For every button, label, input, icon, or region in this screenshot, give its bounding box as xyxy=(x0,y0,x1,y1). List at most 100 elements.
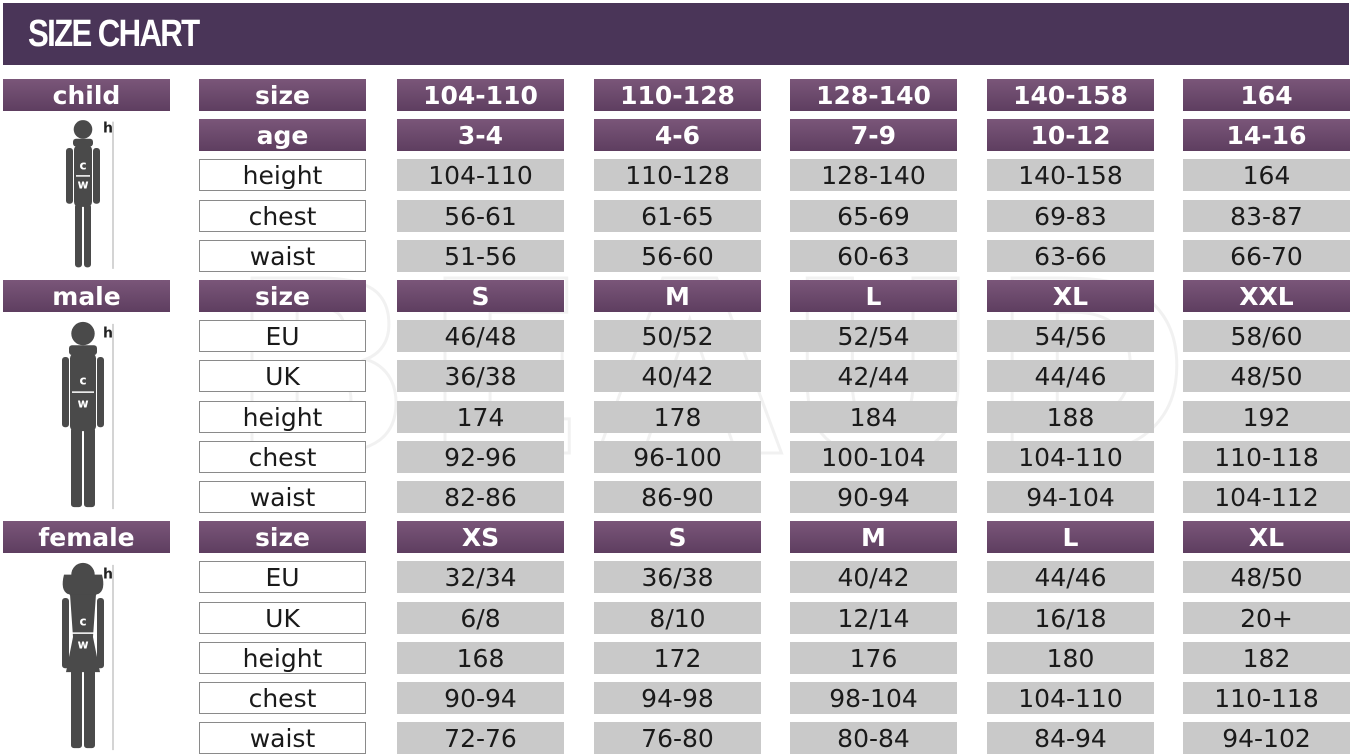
column-header-size: 140-158 xyxy=(987,79,1154,111)
value-cell: 180 xyxy=(987,642,1154,674)
value-cell: 188 xyxy=(987,401,1154,433)
row-header-size: size xyxy=(199,280,366,312)
value-cell: 44/46 xyxy=(987,561,1154,593)
value-cell: 182 xyxy=(1183,642,1350,674)
value-cell: 96-100 xyxy=(594,441,761,473)
value-cell: 66-70 xyxy=(1183,240,1350,272)
column-header-size: M xyxy=(790,521,957,553)
row-label-eu: EU xyxy=(199,320,366,352)
value-cell: 46/48 xyxy=(397,320,564,352)
value-cell: 100-104 xyxy=(790,441,957,473)
value-cell: 104-112 xyxy=(1183,481,1350,513)
female-silhouette-icon: h cw xyxy=(62,562,114,751)
value-cell: 110-118 xyxy=(1183,441,1350,473)
value-cell: 60-63 xyxy=(790,240,957,272)
row-header-age: age xyxy=(199,119,366,151)
value-cell: 42/44 xyxy=(790,360,957,392)
value-cell: 84-94 xyxy=(987,722,1154,754)
value-cell: 56-61 xyxy=(397,200,564,232)
column-header-size: XL xyxy=(987,280,1154,312)
value-cell: 36/38 xyxy=(397,360,564,392)
value-cell: 82-86 xyxy=(397,481,564,513)
value-cell: 184 xyxy=(790,401,957,433)
value-cell: 61-65 xyxy=(594,200,761,232)
row-label-uk: UK xyxy=(199,360,366,392)
value-cell: 172 xyxy=(594,642,761,674)
value-cell: 164 xyxy=(1183,159,1350,191)
column-header-size: S xyxy=(594,521,761,553)
row-label-uk: UK xyxy=(199,602,366,634)
value-cell: 94-102 xyxy=(1183,722,1350,754)
value-cell: 44/46 xyxy=(987,360,1154,392)
section-label-male: male xyxy=(3,280,170,312)
value-cell: 48/50 xyxy=(1183,360,1350,392)
value-cell: 54/56 xyxy=(987,320,1154,352)
column-header-age: 7-9 xyxy=(790,119,957,151)
row-label-waist: waist xyxy=(199,481,366,513)
value-cell: 110-118 xyxy=(1183,682,1350,714)
value-cell: 94-98 xyxy=(594,682,761,714)
column-header-size: 104-110 xyxy=(397,79,564,111)
value-cell: 32/34 xyxy=(397,561,564,593)
value-cell: 90-94 xyxy=(397,682,564,714)
column-header-size: 128-140 xyxy=(790,79,957,111)
value-cell: 80-84 xyxy=(790,722,957,754)
waist-marker-label: w xyxy=(77,397,88,411)
chest-marker-label: c xyxy=(79,373,86,387)
column-header-size: M xyxy=(594,280,761,312)
waist-marker-label: w xyxy=(77,177,88,191)
column-header-size: L xyxy=(790,280,957,312)
column-header-size: S xyxy=(397,280,564,312)
value-cell: 104-110 xyxy=(397,159,564,191)
value-cell: 63-66 xyxy=(987,240,1154,272)
chest-marker-label: c xyxy=(79,159,86,173)
value-cell: 52/54 xyxy=(790,320,957,352)
value-cell: 76-80 xyxy=(594,722,761,754)
page-title: SIZE CHART xyxy=(28,13,200,55)
row-label-chest: chest xyxy=(199,441,366,473)
value-cell: 168 xyxy=(397,642,564,674)
value-cell: 176 xyxy=(790,642,957,674)
value-cell: 40/42 xyxy=(594,360,761,392)
value-cell: 72-76 xyxy=(397,722,564,754)
row-label-chest: chest xyxy=(199,200,366,232)
column-header-age: 14-16 xyxy=(1183,119,1350,151)
column-header-size: XL xyxy=(1183,521,1350,553)
value-cell: 12/14 xyxy=(790,602,957,634)
row-label-waist: waist xyxy=(199,722,366,754)
value-cell: 83-87 xyxy=(1183,200,1350,232)
value-cell: 192 xyxy=(1183,401,1350,433)
value-cell: 140-158 xyxy=(987,159,1154,191)
height-marker-label: h xyxy=(103,326,113,342)
column-header-size: L xyxy=(987,521,1154,553)
row-header-size: size xyxy=(199,79,366,111)
value-cell: 92-96 xyxy=(397,441,564,473)
value-cell: 20+ xyxy=(1183,602,1350,634)
value-cell: 51-56 xyxy=(397,240,564,272)
column-header-age: 10-12 xyxy=(987,119,1154,151)
row-label-height: height xyxy=(199,401,366,433)
section-label-female: female xyxy=(3,521,170,553)
value-cell: 48/50 xyxy=(1183,561,1350,593)
column-header-size: 110-128 xyxy=(594,79,761,111)
value-cell: 104-110 xyxy=(987,682,1154,714)
title-bar: SIZE CHART xyxy=(3,3,1349,65)
value-cell: 104-110 xyxy=(987,441,1154,473)
column-header-size: 164 xyxy=(1183,79,1350,111)
column-header-age: 4-6 xyxy=(594,119,761,151)
value-cell: 128-140 xyxy=(790,159,957,191)
row-label-chest: chest xyxy=(199,682,366,714)
chest-marker-label: c xyxy=(79,614,86,628)
column-header-size: XXL xyxy=(1183,280,1350,312)
value-cell: 86-90 xyxy=(594,481,761,513)
value-cell: 110-128 xyxy=(594,159,761,191)
value-cell: 50/52 xyxy=(594,320,761,352)
row-label-eu: EU xyxy=(199,561,366,593)
row-label-waist: waist xyxy=(199,240,366,272)
value-cell: 8/10 xyxy=(594,602,761,634)
value-cell: 174 xyxy=(397,401,564,433)
value-cell: 16/18 xyxy=(987,602,1154,634)
height-marker-label: h xyxy=(103,121,113,137)
value-cell: 6/8 xyxy=(397,602,564,634)
child-silhouette-icon: h cw xyxy=(66,120,114,269)
